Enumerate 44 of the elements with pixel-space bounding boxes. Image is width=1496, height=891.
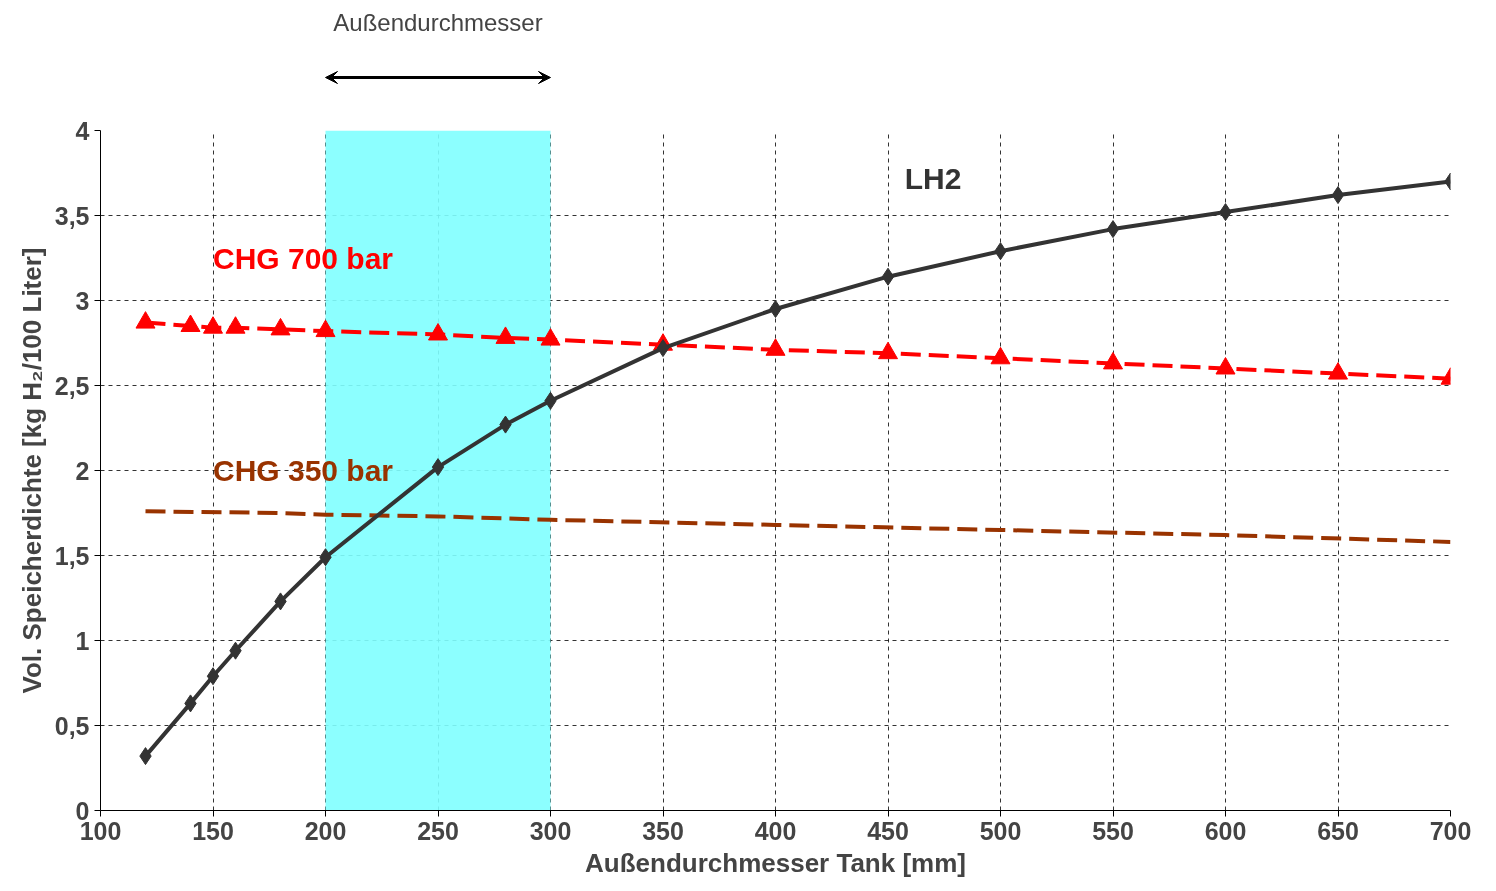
point [315,319,336,338]
y-tick-label: 2,5 [54,371,90,400]
x-tick-label: 400 [754,816,797,845]
x-tick-label: 300 [529,816,572,845]
x-tick-label: 500 [979,816,1022,845]
point [431,458,445,477]
y-tick-label: 3,5 [54,201,90,230]
y-tick-label: 4 [75,116,90,145]
point [225,316,246,334]
y-tick-label: 1,5 [54,541,90,570]
series-label: CHG 350 bar [212,454,394,487]
point [495,326,516,344]
point [180,314,201,332]
x-tick-label: 150 [192,816,234,845]
y-tick-label: 0,5 [54,711,90,740]
point [765,338,786,356]
point [270,317,291,336]
series-label: CHG 700 bar [212,241,394,275]
y-tick-label: 3 [75,286,90,315]
x-tick-label: 600 [1204,816,1247,845]
point [990,346,1011,365]
x-tick-label: 450 [867,816,909,845]
y-tick-label: 2 [75,456,90,485]
x-tick-label: 650 [1317,816,1359,845]
text: LH2 [904,161,962,195]
point [206,667,220,686]
y-tick-label: 1 [75,626,90,655]
x-tick-label: 700 [1429,816,1472,845]
point [1215,357,1236,375]
point [1328,362,1348,380]
point [203,316,223,334]
x-tick-label: 350 [642,816,684,845]
x-tick-label: 250 [417,816,459,845]
y-axis-title: Vol. Speicherdichte [kg H₂/100 Liter] [16,247,47,694]
text: Außendurchmesser [333,9,543,36]
x-axis-title: Außendurchmesser Tank [mm] [585,847,966,878]
line-series [143,509,1451,544]
point [1103,351,1123,370]
point [428,323,448,341]
point [540,328,561,346]
point [878,341,898,360]
x-tick-label: 550 [1092,816,1134,845]
x-tick-label: 200 [304,816,347,845]
point [135,311,156,329]
